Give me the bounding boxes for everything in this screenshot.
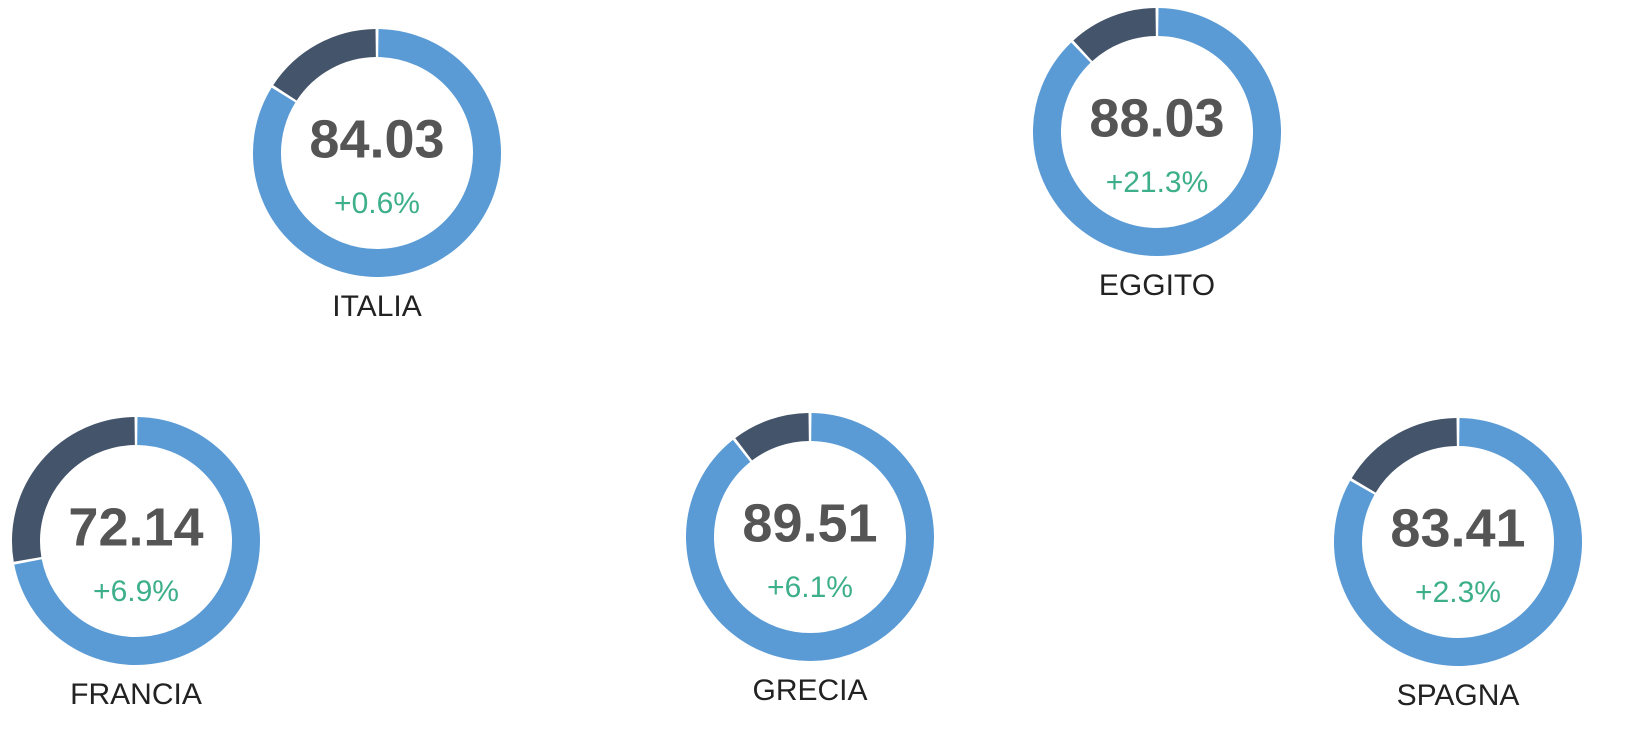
gauge-arc bbox=[14, 417, 260, 665]
gauge-arc bbox=[1033, 8, 1281, 256]
gauge-delta: +6.9% bbox=[93, 575, 179, 608]
gauge-remainder bbox=[735, 413, 810, 461]
gauge: 89.51 +6.1% GRECIA bbox=[686, 413, 934, 707]
gauge-delta: +6.1% bbox=[767, 571, 853, 604]
gauge-value: 72.14 bbox=[68, 497, 203, 557]
gauge-arc bbox=[253, 29, 501, 277]
gauge-delta: +0.6% bbox=[334, 187, 420, 220]
gauge-name: FRANCIA bbox=[70, 678, 202, 711]
gauge-value: 84.03 bbox=[309, 109, 444, 169]
gauge-arc bbox=[1334, 418, 1582, 666]
gauge-name: SPAGNA bbox=[1397, 679, 1520, 712]
gauge-remainder bbox=[273, 29, 377, 101]
gauge-value: 88.03 bbox=[1089, 88, 1224, 148]
gauge-name: ITALIA bbox=[332, 290, 421, 323]
gauge-arc bbox=[686, 413, 934, 661]
gauge-value: 83.41 bbox=[1390, 498, 1525, 558]
gauge-name: GRECIA bbox=[752, 674, 867, 707]
gauge-remainder bbox=[12, 417, 136, 562]
gauge-name: EGGITO bbox=[1099, 269, 1215, 302]
gauge-remainder bbox=[1351, 418, 1458, 493]
gauge-delta: +2.3% bbox=[1415, 576, 1501, 609]
gauge: 84.03 +0.6% ITALIA bbox=[253, 29, 501, 323]
gauge-delta: +21.3% bbox=[1106, 166, 1209, 199]
gauge-remainder bbox=[1073, 8, 1157, 62]
gauge: 83.41 +2.3% SPAGNA bbox=[1334, 418, 1582, 712]
gauge-value: 89.51 bbox=[742, 493, 877, 553]
gauge: 72.14 +6.9% FRANCIA bbox=[12, 417, 260, 711]
gauge: 88.03 +21.3% EGGITO bbox=[1033, 8, 1281, 302]
